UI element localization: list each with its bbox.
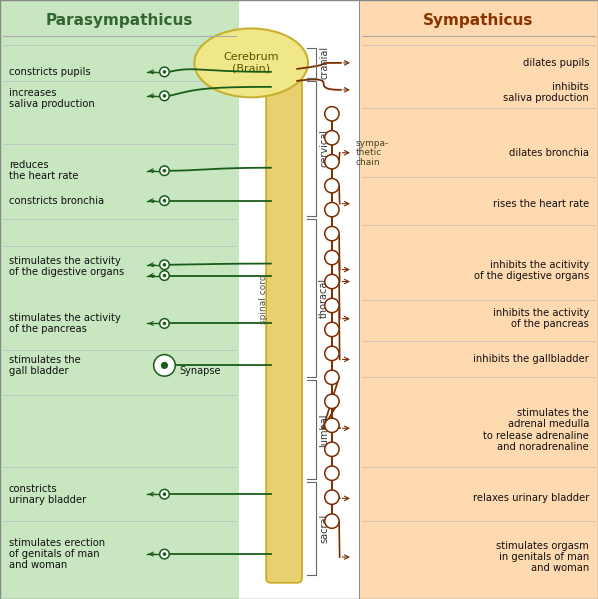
Circle shape	[325, 298, 339, 313]
Text: inhibits the acitivity
of the digestive organs: inhibits the acitivity of the digestive …	[474, 260, 589, 282]
Circle shape	[325, 322, 339, 337]
Text: stimulates the
gall bladder: stimulates the gall bladder	[9, 355, 81, 376]
Text: inhibits the gallbladder: inhibits the gallbladder	[473, 355, 589, 364]
Circle shape	[163, 199, 166, 202]
Circle shape	[161, 362, 168, 369]
Text: lumbal: lumbal	[319, 413, 329, 446]
Circle shape	[160, 67, 169, 77]
FancyBboxPatch shape	[266, 46, 302, 583]
Circle shape	[325, 370, 339, 385]
Text: Sympathicus: Sympathicus	[423, 13, 533, 29]
Text: increases
saliva production: increases saliva production	[9, 88, 94, 110]
Text: dilates bronchia: dilates bronchia	[509, 148, 589, 158]
Circle shape	[325, 179, 339, 193]
Text: stimulates erection
of genitals of man
and woman: stimulates erection of genitals of man a…	[9, 538, 105, 570]
Circle shape	[160, 260, 169, 270]
Circle shape	[163, 94, 166, 98]
Text: rises the heart rate: rises the heart rate	[493, 199, 589, 208]
Circle shape	[325, 274, 339, 289]
Ellipse shape	[194, 28, 308, 97]
Text: spinal cord: spinal cord	[259, 275, 269, 324]
Circle shape	[163, 492, 166, 496]
Text: stimulates the activity
of the pancreas: stimulates the activity of the pancreas	[9, 313, 121, 334]
Circle shape	[163, 70, 166, 74]
Circle shape	[163, 263, 166, 267]
FancyBboxPatch shape	[273, 42, 295, 78]
Circle shape	[160, 549, 169, 559]
Text: inhibits
saliva production: inhibits saliva production	[504, 82, 589, 104]
Circle shape	[160, 91, 169, 101]
Text: cervical: cervical	[319, 129, 329, 167]
Text: constricts bronchia: constricts bronchia	[9, 196, 104, 205]
Circle shape	[325, 155, 339, 169]
Text: sympa-
thetic
chain: sympa- thetic chain	[356, 138, 389, 167]
Circle shape	[325, 250, 339, 265]
Bar	[359, 0, 598, 599]
Circle shape	[325, 226, 339, 241]
Circle shape	[160, 319, 169, 328]
Circle shape	[325, 418, 339, 432]
Text: cranial: cranial	[319, 46, 329, 80]
Circle shape	[160, 489, 169, 499]
Text: reduces
the heart rate: reduces the heart rate	[9, 160, 78, 181]
Bar	[0, 0, 239, 599]
Circle shape	[160, 166, 169, 176]
Text: inhibits the activity
of the pancreas: inhibits the activity of the pancreas	[493, 308, 589, 329]
Text: constricts
urinary bladder: constricts urinary bladder	[9, 483, 86, 505]
Text: Synapse: Synapse	[179, 367, 221, 376]
Circle shape	[325, 514, 339, 528]
Circle shape	[325, 394, 339, 409]
Text: relaxes urinary bladder: relaxes urinary bladder	[472, 494, 589, 503]
Text: stimulates orgasm
in genitals of man
and woman: stimulates orgasm in genitals of man and…	[496, 541, 589, 573]
Text: stimulates the
adrenal medulla
to release adrenaline
and noradrenaline: stimulates the adrenal medulla to releas…	[483, 409, 589, 452]
Bar	[239, 0, 359, 599]
Text: Cerebrum
(Brain): Cerebrum (Brain)	[224, 52, 279, 74]
Circle shape	[160, 271, 169, 280]
Circle shape	[163, 274, 166, 277]
Circle shape	[325, 131, 339, 145]
Circle shape	[325, 490, 339, 504]
Text: Parasympathicus: Parasympathicus	[46, 13, 193, 29]
Circle shape	[160, 196, 169, 205]
Circle shape	[163, 169, 166, 173]
Circle shape	[325, 346, 339, 361]
Circle shape	[325, 107, 339, 121]
Text: sacral: sacral	[319, 514, 329, 543]
Circle shape	[154, 355, 175, 376]
Circle shape	[325, 442, 339, 456]
Circle shape	[325, 466, 339, 480]
Circle shape	[325, 202, 339, 217]
Text: stimulates the activity
of the digestive organs: stimulates the activity of the digestive…	[9, 256, 124, 277]
Text: thoracal: thoracal	[319, 278, 329, 318]
Circle shape	[163, 552, 166, 556]
Text: dilates pupils: dilates pupils	[523, 58, 589, 68]
Circle shape	[163, 322, 166, 325]
Text: constricts pupils: constricts pupils	[9, 67, 90, 77]
